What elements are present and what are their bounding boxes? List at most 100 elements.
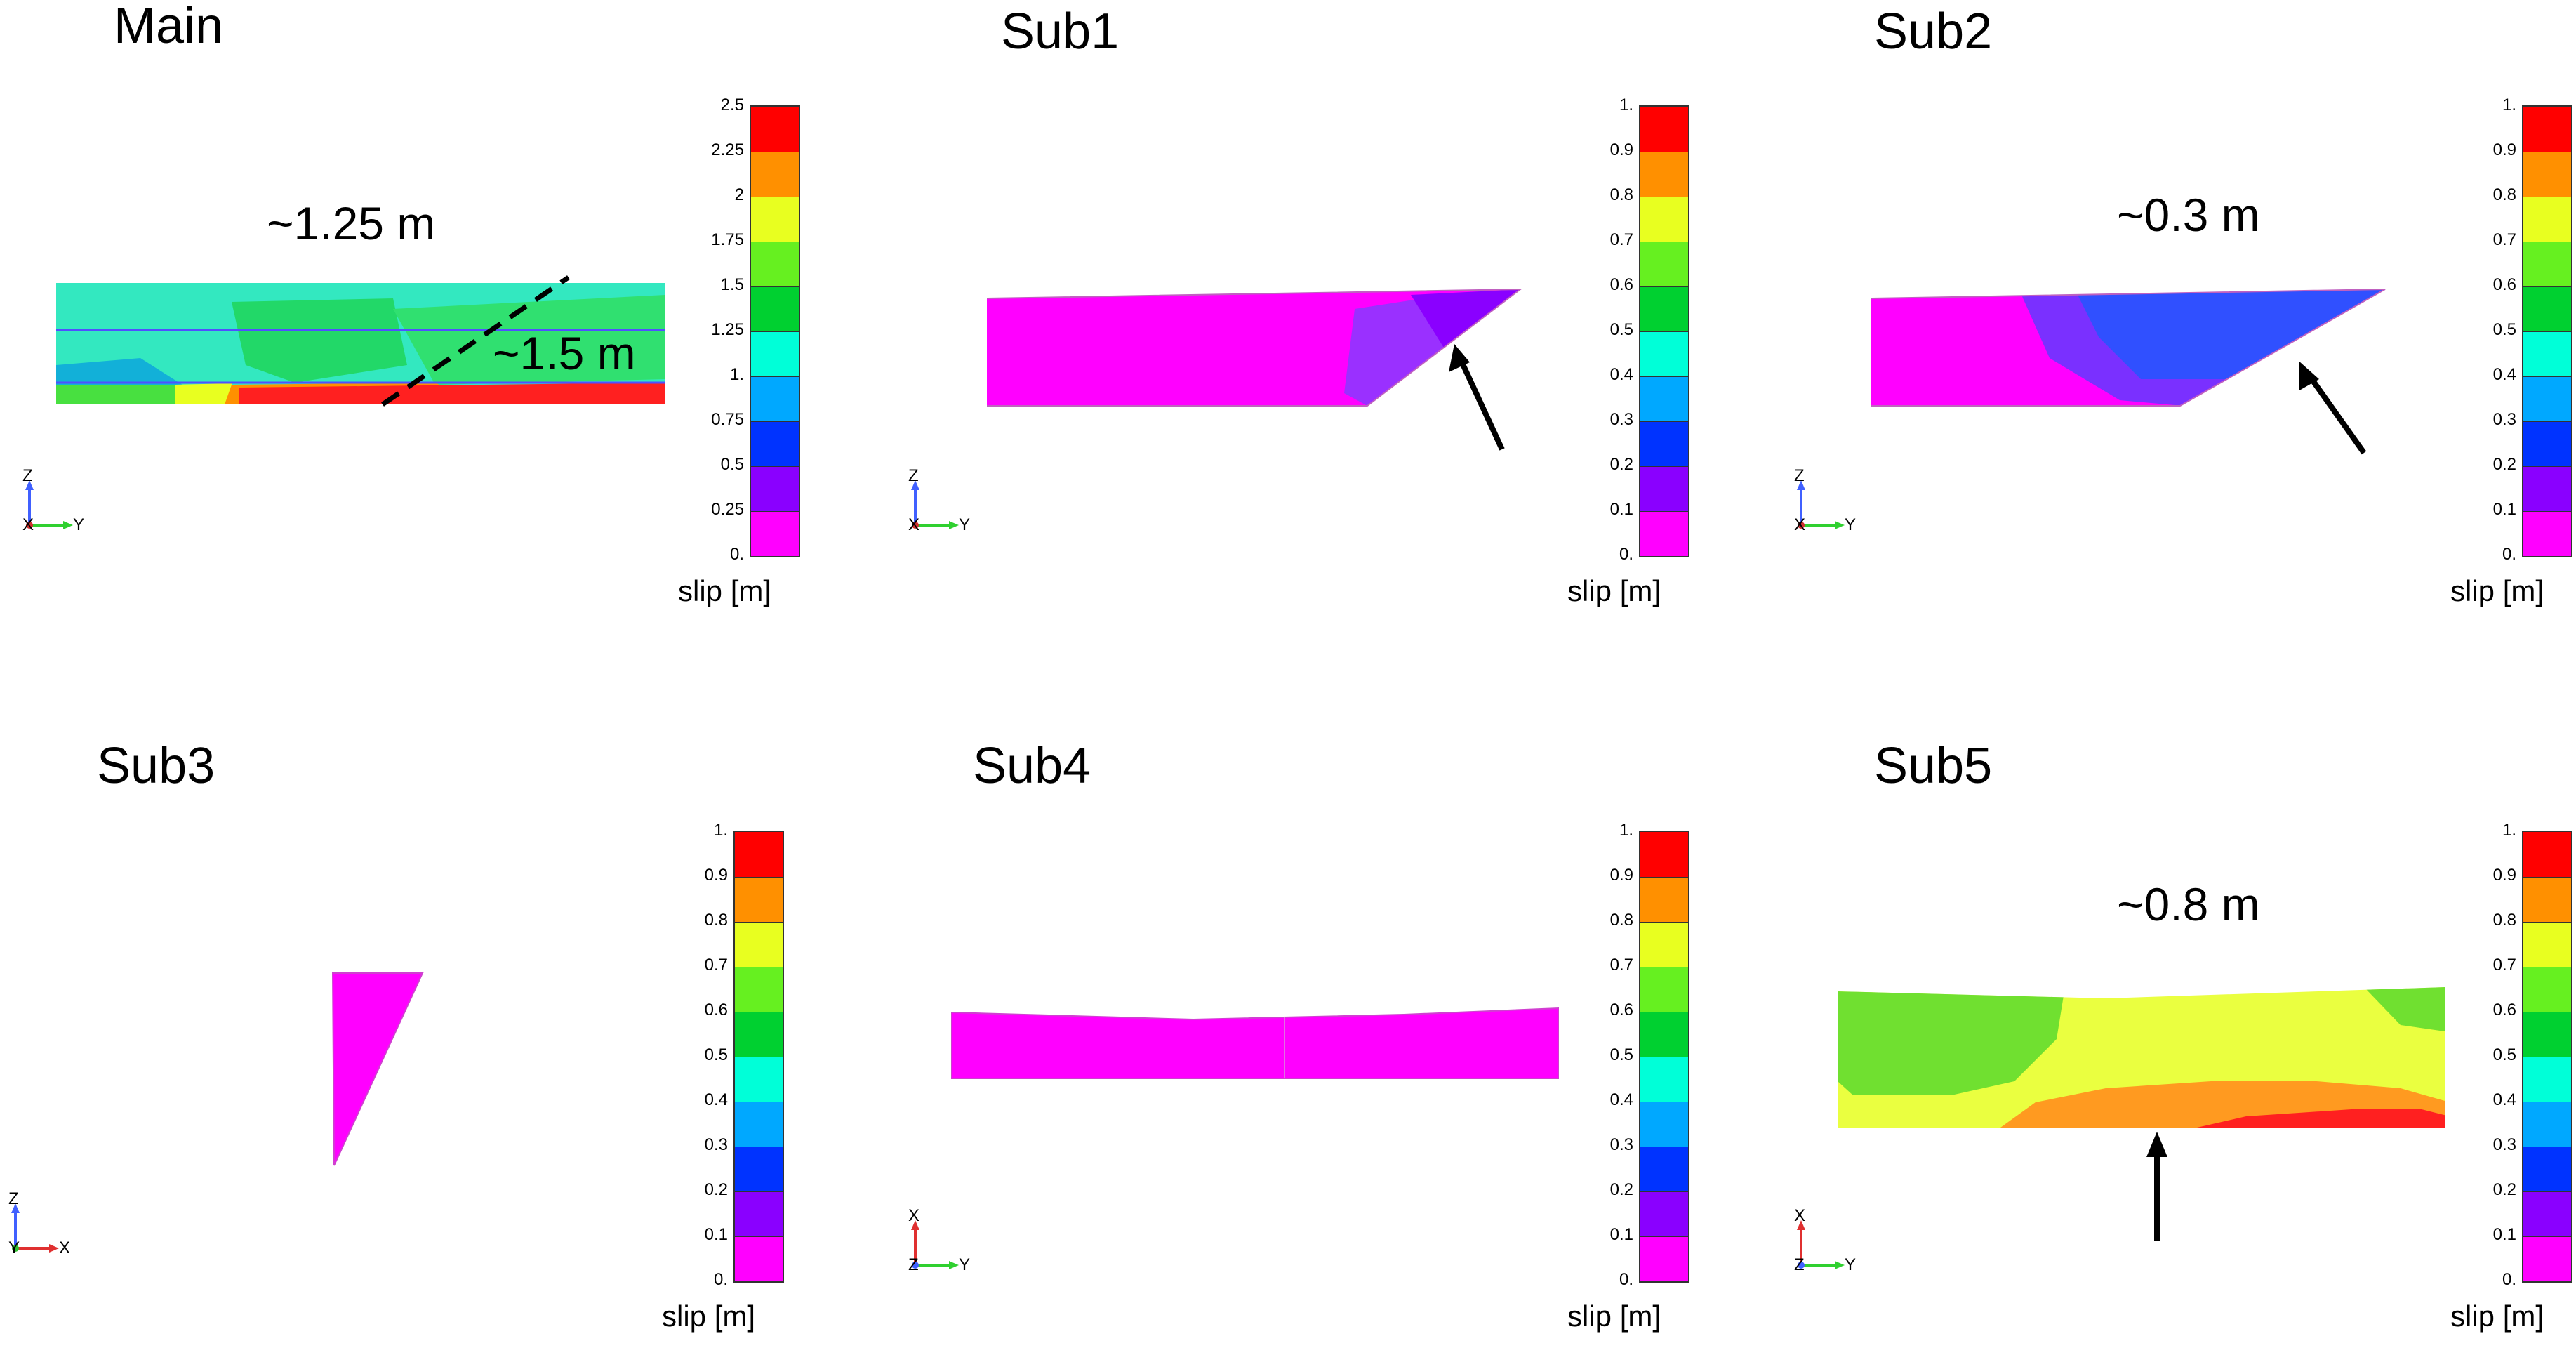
colorbar-segment — [2523, 466, 2571, 511]
colorbar-tick-label: 0.2 — [2492, 1180, 2516, 1199]
arrow-head — [2146, 1132, 2167, 1157]
colorbar-segment — [2523, 877, 2571, 922]
colorbar-label: slip [m] — [1567, 574, 1661, 607]
colorbar-tick-label: 0.5 — [704, 1045, 728, 1064]
colorbar-tick-label: 2 — [734, 185, 744, 204]
colorbar-segment — [751, 376, 799, 421]
colorbar-segment — [2523, 967, 2571, 1012]
colorbar-tick-label: 0.7 — [1609, 230, 1633, 249]
axis-triad-sub4 — [911, 1220, 959, 1269]
colorbar-segment — [2523, 331, 2571, 376]
annotation-main-2: ~1.5 m — [493, 327, 636, 379]
colorbar-tick-label: 1.5 — [720, 275, 744, 294]
colorbar-tick-label: 0.6 — [2492, 1000, 2516, 1019]
colorbar-sub5 — [2522, 831, 2572, 1283]
colorbar-segment — [2523, 1147, 2571, 1191]
colorbar-tick-label: 0.6 — [2492, 275, 2516, 294]
colorbar-segment — [1640, 376, 1688, 421]
colorbar-segment — [1640, 197, 1688, 242]
colorbar-segment — [735, 1102, 783, 1147]
slip-region — [232, 298, 407, 383]
colorbar-tick-label: 0.2 — [1609, 1180, 1633, 1199]
colorbar-segment — [1640, 421, 1688, 466]
arrow — [2306, 374, 2367, 455]
colorbar-tick-label: 0.6 — [704, 1000, 728, 1019]
colorbar-segment — [1640, 877, 1688, 922]
colorbar-segment — [1640, 242, 1688, 286]
colorbar-segment — [2523, 152, 2571, 197]
colorbar-segment — [1640, 832, 1688, 877]
slip-region — [1411, 289, 1520, 351]
axis-triad-sub1 — [911, 480, 959, 529]
colorbar-segment — [751, 421, 799, 466]
colorbar-tick-label: 0.4 — [2492, 1090, 2516, 1109]
colorbar-tick-label: 0.9 — [1609, 866, 1633, 885]
colorbar-segment — [2523, 1102, 2571, 1147]
colorbar-segment — [751, 107, 799, 152]
colorbar-segment — [2523, 1191, 2571, 1236]
panel-title-sub2: Sub2 — [1874, 4, 1993, 60]
colorbar-label: slip [m] — [2450, 574, 2544, 607]
colorbar-tick-label: 0.5 — [720, 455, 744, 474]
colorbar-segment — [1640, 922, 1688, 967]
axis-label-vertical: Z — [22, 466, 33, 485]
axis-label-out: X — [1794, 515, 1806, 534]
colorbar-sub4 — [1639, 831, 1689, 1283]
colorbar-segment — [1640, 967, 1688, 1012]
colorbar-tick-label: 0.8 — [2492, 185, 2516, 204]
slip-region — [2365, 987, 2445, 1032]
axis-label-out: Z — [908, 1255, 919, 1274]
colorbar-segment — [2523, 922, 2571, 967]
colorbar-segment — [2523, 832, 2571, 877]
colorbar-segment — [751, 466, 799, 511]
colorbar-tick-label: 0.8 — [1609, 185, 1633, 204]
axis-label-horizontal: X — [59, 1238, 71, 1257]
colorbar-tick-label: 0.9 — [2492, 866, 2516, 885]
colorbar-segment — [735, 1147, 783, 1191]
colorbar-tick-label: 0.2 — [1609, 455, 1633, 474]
colorbar-segment — [751, 152, 799, 197]
colorbar-segment — [751, 197, 799, 242]
colorbar-tick-label: 0.8 — [1609, 911, 1633, 930]
colorbar-tick-label: 0.6 — [1609, 275, 1633, 294]
colorbar-tick-label: 0.5 — [1609, 1045, 1633, 1064]
colorbar-label: slip [m] — [662, 1300, 756, 1333]
panel-title-main: Main — [114, 0, 224, 54]
colorbar-tick-label: 0. — [1619, 545, 1633, 564]
colorbar-segment — [735, 1191, 783, 1236]
colorbar-tick-label: 0.1 — [1609, 500, 1633, 519]
slip-region — [56, 358, 182, 386]
colorbar-tick-label: 1.25 — [711, 320, 744, 339]
axis-label-horizontal: Y — [1845, 515, 1857, 534]
axis-label-horizontal: Y — [959, 1255, 971, 1274]
colorbar-tick-label: 0.3 — [1609, 1135, 1633, 1154]
colorbar-segment — [2523, 242, 2571, 286]
colorbar-tick-label: 0.7 — [2492, 230, 2516, 249]
colorbar-main — [750, 105, 800, 557]
slip-region — [951, 1007, 1559, 1079]
colorbar-tick-label: 0.7 — [704, 956, 728, 974]
colorbar-label: slip [m] — [678, 574, 772, 607]
colorbar-tick-label: 0.3 — [1609, 410, 1633, 429]
colorbar-tick-label: 0.2 — [2492, 455, 2516, 474]
arrow — [1457, 357, 1505, 451]
colorbar-segment — [735, 1057, 783, 1102]
colorbar-tick-label: 0.9 — [1609, 140, 1633, 159]
slip-region — [393, 295, 665, 385]
colorbar-segment — [735, 922, 783, 967]
axis-triad-sub5 — [1797, 1220, 1845, 1269]
axis-label-horizontal: Y — [959, 515, 971, 534]
colorbar-tick-label: 0.8 — [704, 911, 728, 930]
colorbar-segment — [1640, 1057, 1688, 1102]
axis-label-out: Z — [1794, 1255, 1805, 1274]
colorbar-segment — [1640, 511, 1688, 556]
colorbar-sub1 — [1639, 105, 1689, 557]
colorbar-segment — [2523, 511, 2571, 556]
colorbar-tick-label: 2.25 — [711, 140, 744, 159]
colorbar-segment — [1640, 1102, 1688, 1147]
colorbar-tick-label: 0.4 — [2492, 365, 2516, 384]
colorbar-segment — [2523, 197, 2571, 242]
